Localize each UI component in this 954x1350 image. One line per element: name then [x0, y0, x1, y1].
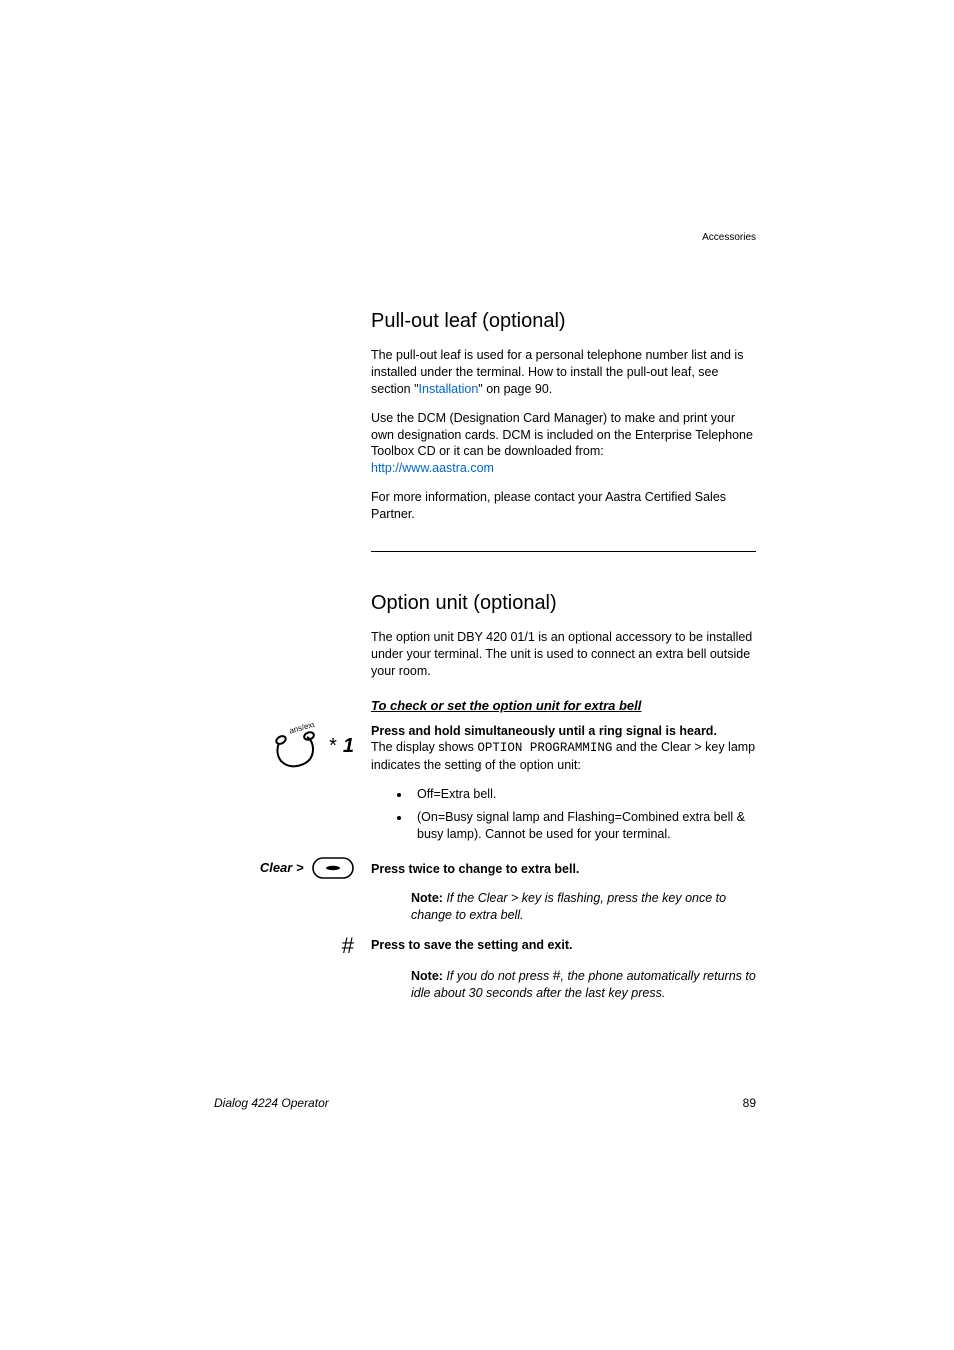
step3-icon-group: # — [214, 933, 354, 959]
step1-desc: The display shows OPTION PROGRAMMING and… — [371, 739, 756, 774]
note1-text: If the Clear > key is flashing, press th… — [411, 891, 726, 922]
note1-label: Note: — [411, 891, 443, 905]
step2-bold: Press twice to change to extra bell. — [371, 861, 756, 878]
step1-line-a: The display shows — [371, 740, 477, 754]
pullout-para1: The pull-out leaf is used for a personal… — [371, 347, 756, 398]
pullout-para2-a: Use the DCM (Designation Card Manager) t… — [371, 411, 753, 459]
subsection-title: To check or set the option unit for extr… — [371, 698, 756, 713]
installation-link[interactable]: Installation — [419, 382, 479, 396]
pullout-para1-b: " on page 90. — [478, 382, 552, 396]
step1-mono: OPTION PROGRAMMING — [477, 741, 612, 755]
clear-label: Clear > — [260, 860, 304, 875]
note2: Note: If you do not press #, the phone a… — [411, 966, 756, 1002]
step2-row: Clear > Press twice to change to extra b… — [371, 861, 756, 878]
step1-icon-group: ans/ext * 1 — [214, 723, 354, 776]
pullout-para2: Use the DCM (Designation Card Manager) t… — [371, 410, 756, 478]
hash-symbol: # — [342, 933, 354, 958]
step3-bold: Press to save the setting and exit. — [371, 937, 756, 954]
note2-hash: # — [553, 967, 561, 983]
section-divider — [371, 551, 756, 552]
note1: Note: If the Clear > key is flashing, pr… — [411, 890, 756, 924]
option-para1: The option unit DBY 420 01/1 is an optio… — [371, 629, 756, 680]
bullet-1: Off=Extra bell. — [411, 786, 756, 803]
step3-row: # Press to save the setting and exit. — [371, 937, 756, 954]
handset-icon: ans/ext — [273, 723, 323, 771]
note2-label: Note: — [411, 969, 443, 983]
bullet-2: (On=Busy signal lamp and Flashing=Combin… — [411, 809, 756, 843]
section-option-title: Option unit (optional) — [371, 592, 756, 615]
note2-text-a: If you do not press — [443, 969, 553, 983]
footer-page-number: 89 — [743, 1096, 756, 1110]
option-bullets: Off=Extra bell. (On=Busy signal lamp and… — [411, 786, 756, 843]
page-footer: Dialog 4224 Operator 89 — [214, 1096, 756, 1110]
step1-row: ans/ext * 1 Press and hold simultaneousl… — [371, 723, 756, 775]
clear-button-icon — [312, 857, 354, 879]
section-pullout-title: Pull-out leaf (optional) — [371, 310, 756, 333]
footer-title: Dialog 4224 Operator — [214, 1096, 329, 1110]
star-symbol: * — [329, 735, 337, 758]
digit-1: 1 — [343, 735, 354, 758]
aastra-link[interactable]: http://www.aastra.com — [371, 461, 494, 475]
pullout-para3: For more information, please contact you… — [371, 489, 756, 523]
step1-bold: Press and hold simultaneously until a ri… — [371, 723, 756, 740]
svg-text:ans/ext: ans/ext — [288, 723, 316, 736]
header-category: Accessories — [702, 232, 756, 243]
step2-icon-group: Clear > — [214, 857, 354, 879]
